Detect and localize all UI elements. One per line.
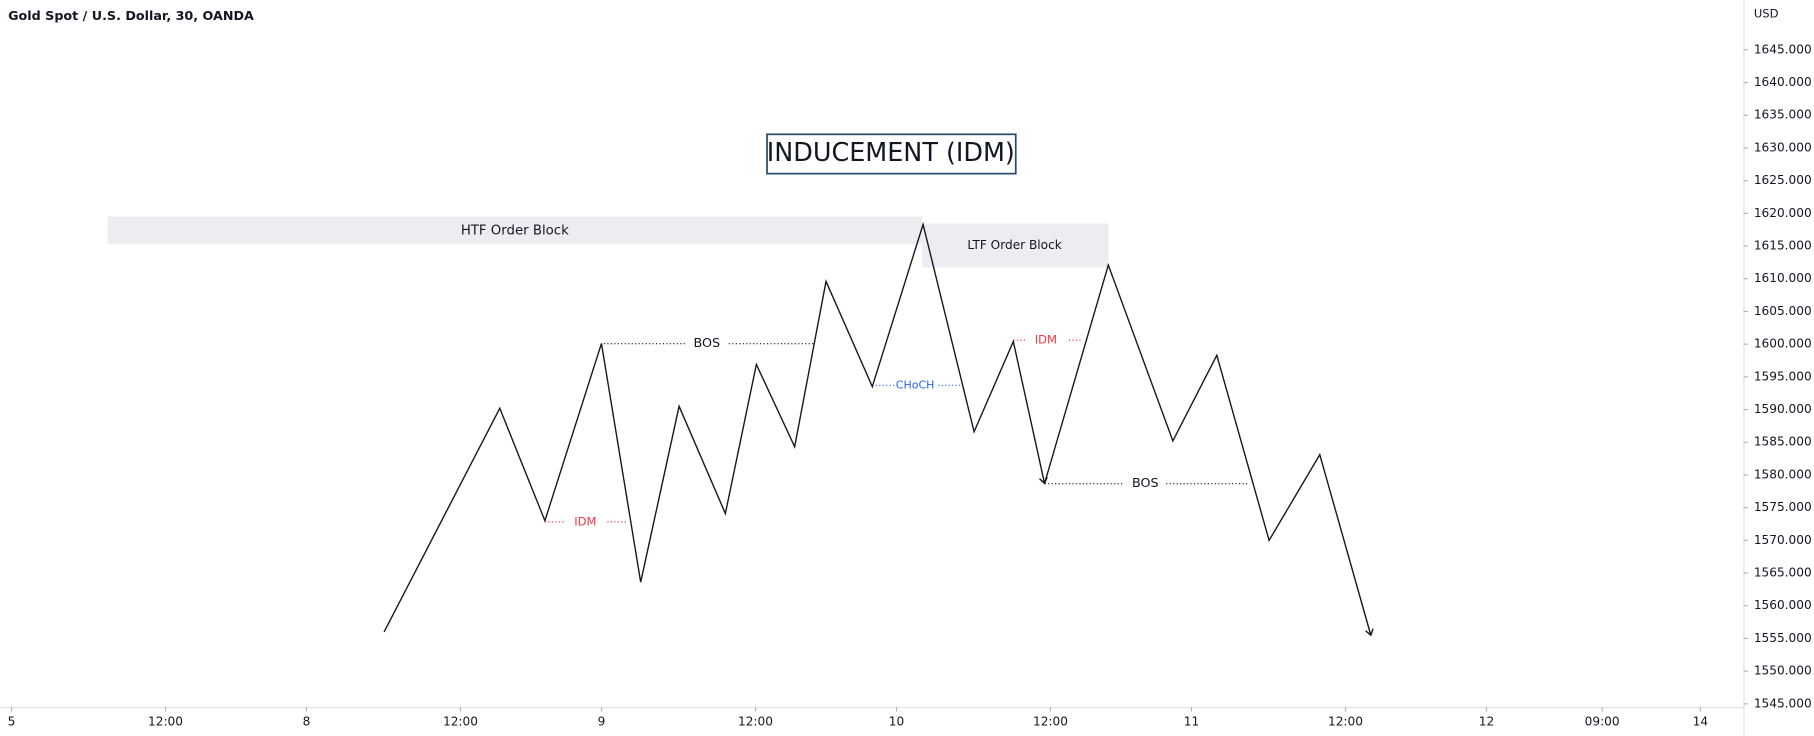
y-tick-label: 1545.000 — [1754, 696, 1812, 710]
y-tick-label: 1645.000 — [1754, 42, 1812, 56]
y-tick-label: 1570.000 — [1754, 533, 1812, 547]
annotation-level: BOS — [694, 335, 721, 350]
x-tick-label: 8 — [303, 715, 311, 729]
order-block-zone — [107, 216, 923, 245]
y-tick-label: 1610.000 — [1754, 271, 1812, 285]
y-tick-label: 1595.000 — [1754, 369, 1812, 383]
x-tick-label: 12:00 — [738, 715, 773, 729]
arrowhead — [1365, 628, 1374, 637]
x-tick-label: 12 — [1479, 715, 1494, 729]
label-bg — [894, 377, 936, 394]
x-tick-label: 12:00 — [148, 715, 183, 729]
y-tick-label: 1555.000 — [1754, 631, 1812, 645]
x-tick-label: 12:00 — [1328, 715, 1363, 729]
annotation-boxed-title: INDUCEMENT (IDM) — [767, 138, 1015, 168]
arrowhead — [1039, 476, 1048, 485]
annotation-level: IDM — [574, 514, 596, 528]
y-tick-label: 1575.000 — [1754, 500, 1812, 514]
x-tick-label: 9 — [598, 715, 606, 729]
order-block-zone — [922, 223, 1109, 268]
annotation-level: BOS — [1132, 475, 1159, 490]
x-tick-label: 11 — [1184, 715, 1199, 729]
y-tick-label: 1560.000 — [1754, 598, 1812, 612]
annotation-zone: LTF Order Block — [967, 238, 1061, 252]
label-bg — [686, 335, 728, 352]
annotation-zone: HTF Order Block — [461, 223, 569, 238]
y-tick-label: 1620.000 — [1754, 206, 1812, 220]
y-tick-label: 1605.000 — [1754, 304, 1812, 318]
title-box — [766, 133, 1017, 175]
annotation-level: IDM — [1035, 333, 1057, 347]
y-tick-label: 1640.000 — [1754, 75, 1812, 89]
symbol-title: Gold Spot / U.S. Dollar, 30, OANDA — [8, 8, 254, 23]
plot: 1545.000 1550.000 1555.000 1560.000 1565.000… — [8, 42, 1812, 728]
x-tick-label: 12:00 — [443, 715, 478, 729]
y-tick-label: 1550.000 — [1754, 664, 1812, 678]
y-tick-label: 1585.000 — [1754, 435, 1812, 449]
y-tick-label: 1565.000 — [1754, 566, 1812, 580]
x-tick-label: 14 — [1693, 715, 1709, 729]
annotation-level: CHoCH — [896, 378, 935, 391]
x-tick-label: 09:00 — [1585, 715, 1620, 729]
label-bg — [564, 513, 607, 530]
y-tick-label: 1580.000 — [1754, 467, 1812, 481]
y-tick-label: 1615.000 — [1754, 239, 1812, 253]
y-tick-label: 1600.000 — [1754, 337, 1812, 351]
x-tick-label: 5 — [8, 715, 16, 729]
y-tick-label: 1625.000 — [1754, 173, 1812, 187]
x-tick-label: 10 — [889, 715, 904, 729]
y-tick-label: 1590.000 — [1754, 402, 1812, 416]
price-line — [383, 221, 1372, 636]
y-tick-label: 1635.000 — [1754, 108, 1812, 122]
currency-label: USD — [1754, 6, 1779, 20]
label-bg — [1124, 475, 1167, 492]
y-tick-label: 1630.000 — [1754, 140, 1812, 154]
label-bg — [1025, 332, 1067, 349]
x-tick-label: 12:00 — [1033, 715, 1068, 729]
